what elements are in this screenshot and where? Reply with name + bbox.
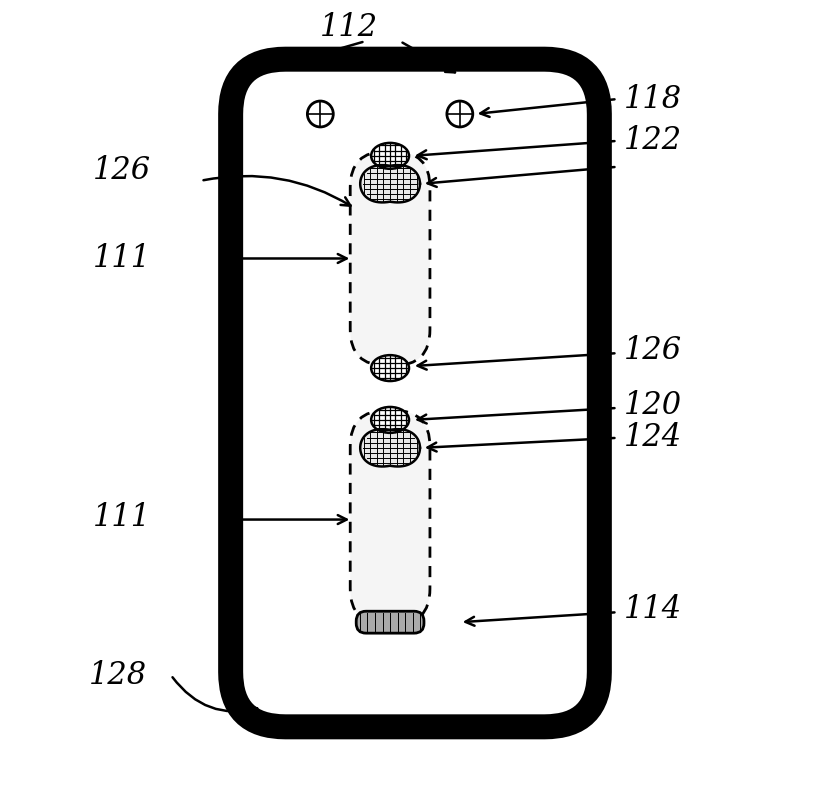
Circle shape <box>307 101 333 127</box>
FancyBboxPatch shape <box>350 151 429 366</box>
Ellipse shape <box>370 143 409 169</box>
FancyBboxPatch shape <box>356 611 423 633</box>
Ellipse shape <box>370 407 409 433</box>
Text: 124: 124 <box>624 422 681 453</box>
Polygon shape <box>360 165 419 203</box>
Text: 122: 122 <box>624 125 681 156</box>
Ellipse shape <box>370 355 409 381</box>
Circle shape <box>447 101 472 127</box>
Text: 111: 111 <box>93 243 151 274</box>
FancyBboxPatch shape <box>350 411 429 625</box>
Polygon shape <box>360 429 419 466</box>
Text: 112: 112 <box>320 12 378 43</box>
FancyBboxPatch shape <box>231 59 599 727</box>
Text: 120: 120 <box>624 391 681 422</box>
Text: 118: 118 <box>624 84 681 114</box>
Text: 126: 126 <box>93 155 151 186</box>
Text: 111: 111 <box>93 502 151 533</box>
Text: 128: 128 <box>89 660 147 690</box>
Text: 126: 126 <box>624 335 681 366</box>
Text: 114: 114 <box>624 593 681 625</box>
